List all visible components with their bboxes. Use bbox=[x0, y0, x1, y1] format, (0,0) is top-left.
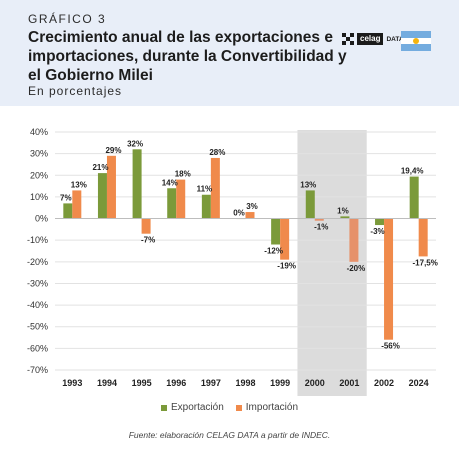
bar-chart: 40% 30% 20% 10% 0% -10% -20% -30% -40% -50% -60% -7… bbox=[27, 127, 438, 396]
y-tick-label: -30% bbox=[27, 278, 48, 288]
bar-exportacion bbox=[271, 218, 281, 245]
legend-item-importacion: Importación bbox=[235, 402, 299, 413]
data-label-importacion: -1% bbox=[314, 223, 328, 232]
bar-exportacion bbox=[132, 149, 142, 219]
x-tick-label: 1997 bbox=[201, 378, 221, 388]
data-label-importacion: 29% bbox=[105, 146, 121, 155]
logo-mark-icon bbox=[342, 33, 354, 45]
data-label-exportacion: -3% bbox=[370, 227, 384, 236]
data-label-importacion: -19% bbox=[277, 262, 296, 271]
chart-kicker: GRÁFICO 3 bbox=[28, 12, 107, 26]
data-label-exportacion: 0% bbox=[233, 209, 245, 218]
bar-importacion bbox=[349, 218, 359, 262]
logo-suffix: DATA bbox=[386, 35, 404, 43]
bar-exportacion bbox=[375, 218, 385, 226]
y-tick-label: 0% bbox=[35, 214, 48, 224]
legend-swatch-exportacion bbox=[160, 404, 167, 411]
legend: Exportación Importación bbox=[0, 402, 459, 413]
bar-importacion bbox=[176, 179, 186, 219]
legend-label-importacion: Importación bbox=[245, 402, 299, 413]
y-tick-label: 30% bbox=[30, 149, 48, 159]
argentina-flag-icon bbox=[401, 31, 431, 52]
bar-exportacion bbox=[201, 194, 211, 219]
bar-importacion bbox=[141, 218, 151, 234]
data-label-importacion: 18% bbox=[175, 170, 191, 179]
data-label-importacion: 13% bbox=[71, 180, 87, 189]
data-label-exportacion: 7% bbox=[60, 193, 72, 202]
data-label-exportacion: 13% bbox=[300, 180, 316, 189]
x-tick-label: 2000 bbox=[305, 378, 325, 388]
source-note: Fuente: elaboración CELAG DATA a partir … bbox=[128, 430, 331, 440]
legend-label-exportacion: Exportación bbox=[170, 402, 224, 413]
y-tick-label: 20% bbox=[30, 170, 48, 180]
data-label-importacion: -20% bbox=[347, 264, 366, 273]
legend-item-exportacion: Exportación bbox=[160, 402, 224, 413]
bar-exportacion bbox=[409, 176, 419, 219]
data-label-exportacion: 1% bbox=[337, 206, 349, 215]
chart-subtitle: En porcentajes bbox=[28, 84, 123, 98]
bar-importacion bbox=[418, 218, 428, 257]
bar-importacion bbox=[314, 218, 324, 221]
highlight-period-band bbox=[297, 130, 367, 396]
bar-importacion bbox=[384, 218, 394, 340]
x-tick-label: 1999 bbox=[270, 378, 290, 388]
bar-importacion bbox=[106, 155, 116, 219]
y-tick-label: 40% bbox=[30, 127, 48, 137]
bar-exportacion bbox=[305, 190, 315, 219]
y-tick-label: -40% bbox=[27, 300, 48, 310]
data-label-importacion: 3% bbox=[246, 202, 258, 211]
y-tick-label: -20% bbox=[27, 257, 48, 267]
x-tick-label: 1995 bbox=[132, 378, 152, 388]
legend-swatch-importacion bbox=[235, 404, 242, 411]
bar-exportacion bbox=[63, 203, 73, 219]
bar-exportacion bbox=[167, 188, 177, 219]
y-tick-label: -70% bbox=[27, 365, 48, 375]
data-label-exportacion: 14% bbox=[162, 178, 178, 187]
y-tick-label: -50% bbox=[27, 322, 48, 332]
data-label-exportacion: 32% bbox=[127, 139, 143, 148]
x-tick-label: 2002 bbox=[374, 378, 394, 388]
bar-importacion bbox=[280, 218, 290, 260]
y-tick-label: -10% bbox=[27, 235, 48, 245]
bar-exportacion bbox=[97, 173, 107, 219]
x-tick-label: 2024 bbox=[409, 378, 429, 388]
bar-exportacion bbox=[340, 216, 350, 219]
logo-text: celag bbox=[357, 33, 384, 45]
x-tick-label: 1996 bbox=[166, 378, 186, 388]
data-label-importacion: -56% bbox=[381, 342, 400, 351]
data-label-exportacion: -12% bbox=[264, 247, 283, 256]
data-label-exportacion: 11% bbox=[197, 185, 213, 194]
data-label-exportacion: 19,4% bbox=[401, 167, 424, 176]
celag-data-logo: celag DATA bbox=[342, 32, 404, 46]
y-tick-label: -60% bbox=[27, 343, 48, 353]
x-tick-label: 2001 bbox=[339, 378, 359, 388]
x-tick-label: 1998 bbox=[235, 378, 255, 388]
data-label-importacion: -7% bbox=[141, 236, 155, 245]
y-tick-label: 10% bbox=[30, 192, 48, 202]
data-label-importacion: 28% bbox=[209, 148, 225, 157]
data-label-exportacion: 21% bbox=[92, 163, 108, 172]
chart-title: Crecimiento anual de las exportaciones e… bbox=[28, 29, 347, 84]
bar-importacion bbox=[245, 212, 255, 219]
x-tick-label: 1994 bbox=[97, 378, 117, 388]
data-label-importacion: -17,5% bbox=[413, 258, 438, 267]
bar-importacion bbox=[72, 190, 82, 219]
header: GRÁFICO 3 Crecimiento anual de las expor… bbox=[0, 0, 459, 106]
x-tick-label: 1993 bbox=[62, 378, 82, 388]
bar-importacion bbox=[210, 157, 220, 219]
